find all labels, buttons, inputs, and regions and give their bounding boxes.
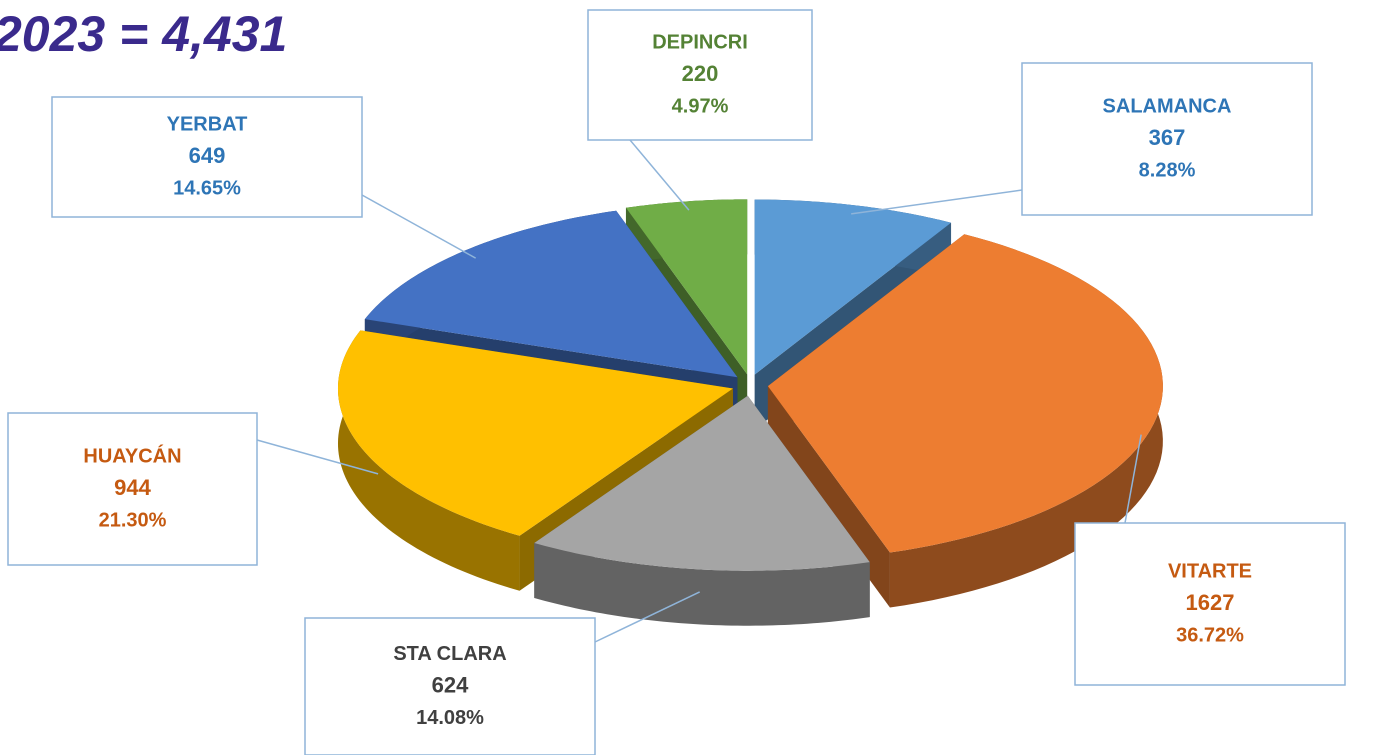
label-value: 649 <box>189 143 226 168</box>
label-name: DEPINCRI <box>652 31 748 53</box>
label-percent: 36.72% <box>1176 624 1244 646</box>
label-box <box>51 96 363 218</box>
slice <box>625 199 748 375</box>
label-value: 944 <box>114 475 151 500</box>
chart-title: 2023 = 4,431 <box>0 6 287 62</box>
slice <box>364 210 738 378</box>
label-box <box>587 9 813 141</box>
label-name: STA CLARA <box>393 643 506 665</box>
label-value: 220 <box>682 61 719 86</box>
label-box <box>1021 62 1313 216</box>
label-percent: 8.28% <box>1139 159 1196 181</box>
label-name: HUAYCÁN <box>83 444 181 467</box>
label-box <box>304 617 596 755</box>
label-name: SALAMANCA <box>1103 95 1232 117</box>
label-name: VITARTE <box>1168 560 1252 582</box>
label-box <box>7 412 258 566</box>
slice-side <box>337 330 520 591</box>
label-value: 624 <box>432 672 469 697</box>
slice-side <box>534 542 870 626</box>
slice <box>337 330 733 536</box>
label-percent: 4.97% <box>672 95 729 117</box>
label-percent: 21.30% <box>99 509 167 531</box>
label-value: 367 <box>1149 125 1186 150</box>
leader-line <box>629 139 690 211</box>
leader-line <box>361 194 477 259</box>
leader-line <box>594 591 700 643</box>
label-value: 1627 <box>1186 590 1235 615</box>
slice <box>754 199 952 375</box>
label-name: YERBAT <box>167 113 248 135</box>
leader-line <box>256 439 379 475</box>
leader-line <box>1124 434 1142 524</box>
label-percent: 14.08% <box>416 707 484 729</box>
label-box <box>1074 522 1346 686</box>
slice <box>534 395 870 571</box>
leader-line <box>851 189 1023 215</box>
label-percent: 14.65% <box>173 177 241 199</box>
slice <box>767 234 1163 553</box>
